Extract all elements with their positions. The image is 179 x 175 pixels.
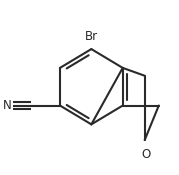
Text: N: N [3, 99, 11, 112]
Text: O: O [142, 148, 151, 161]
Text: Br: Br [85, 30, 98, 43]
